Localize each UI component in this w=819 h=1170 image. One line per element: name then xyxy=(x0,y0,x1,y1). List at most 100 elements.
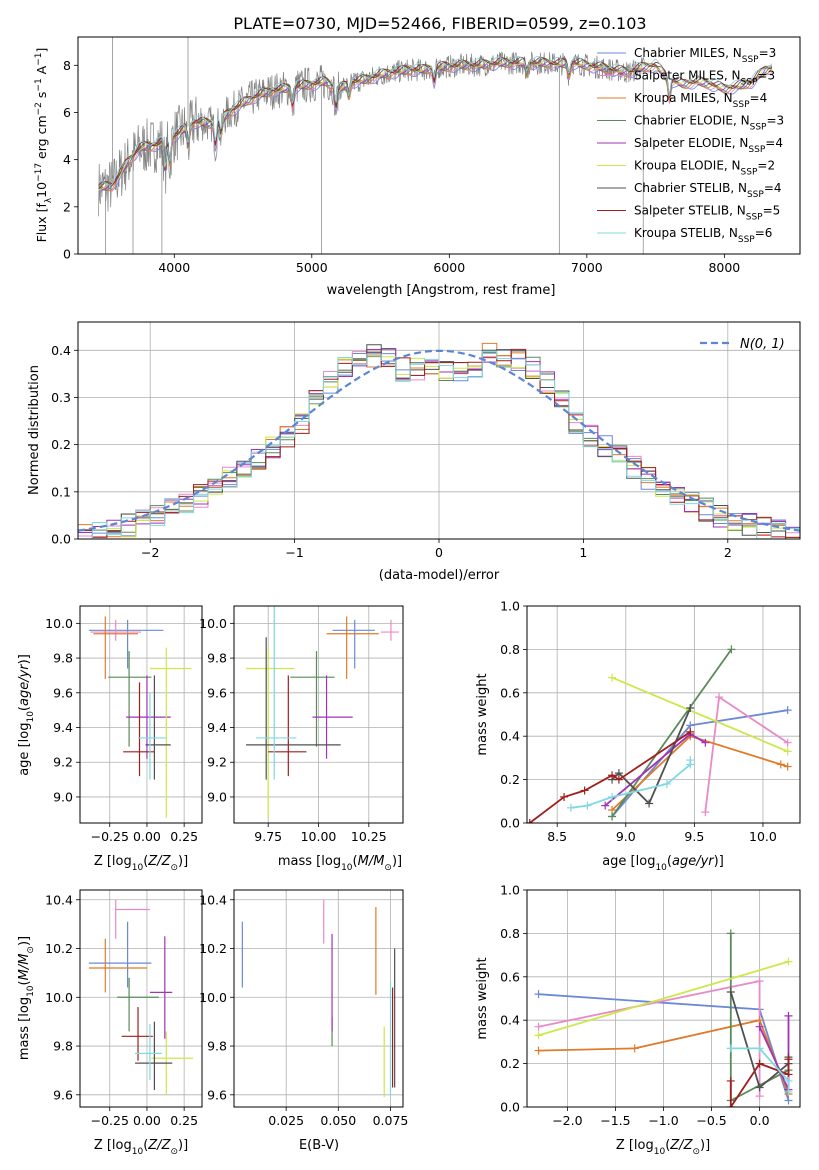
x-tick-label: 8000 xyxy=(708,260,740,275)
series-point xyxy=(715,693,724,702)
series-salpeter_miles xyxy=(701,693,792,817)
x-axis-label: wavelength [Angstrom, rest frame] xyxy=(327,283,556,298)
x-tick-label: 2 xyxy=(724,545,732,560)
x-axis-label: Z [log10(Z/Z⊙)] xyxy=(616,1138,710,1157)
x-tick-label: 9.75 xyxy=(254,829,282,844)
x-tick-label: −0.25 xyxy=(91,829,129,844)
y-tick-label: 10.4 xyxy=(45,892,73,907)
hist-step-kroupa_stelib xyxy=(78,350,800,539)
errorbar-kroupa_miles xyxy=(88,938,147,993)
gaussian-curve xyxy=(78,349,800,532)
series-point xyxy=(566,803,575,812)
series-chabrier_miles xyxy=(608,706,792,821)
axes-frame xyxy=(79,605,203,824)
series-point xyxy=(608,792,617,801)
y-tick-label: 0.8 xyxy=(500,926,520,941)
series-line xyxy=(538,979,761,1097)
series-point xyxy=(784,957,793,966)
x-tick-label: 0.25 xyxy=(170,1113,198,1128)
series-point xyxy=(645,799,654,808)
y-tick-label: 0.2 xyxy=(500,1056,520,1071)
x-tick-label: −0.25 xyxy=(91,1113,129,1128)
series-kroupa_elodie xyxy=(534,957,793,1040)
legend-label-salpeter_miles: Salpeter MILES, NSSP=3 xyxy=(634,69,775,88)
x-tick-label: −1 xyxy=(285,545,303,560)
errorbar-kroupa_stelib xyxy=(135,1024,162,1081)
series-point xyxy=(583,801,592,810)
y-tick-label: 0.6 xyxy=(500,685,520,700)
y-tick-label: 10.4 xyxy=(199,892,227,907)
errorbar-salpeter_miles xyxy=(380,619,399,641)
x-tick-label: 4000 xyxy=(158,260,190,275)
plot-area xyxy=(88,899,194,1095)
y-tick-label: 9.6 xyxy=(53,685,73,700)
series-line xyxy=(538,960,789,1037)
series-point xyxy=(784,1087,793,1096)
series-point xyxy=(662,779,671,788)
x-tick-label: 7000 xyxy=(571,260,603,275)
y-tick-label: 9.4 xyxy=(207,720,227,735)
x-tick-label: 0.00 xyxy=(133,1113,161,1128)
y-tick-label: 9.8 xyxy=(53,651,73,666)
x-tick-label: 6000 xyxy=(433,260,465,275)
series-point xyxy=(601,801,610,810)
legend-label-chabrier_stelib: Chabrier STELIB, NSSP=4 xyxy=(634,181,782,200)
series-point xyxy=(755,1083,764,1092)
errorbar-kroupa_miles xyxy=(93,616,139,679)
y-tick-label: 1.0 xyxy=(500,599,520,614)
plot-area xyxy=(534,929,793,1107)
legend-label-chabrier_elodie: Chabrier ELODIE, NSSP=3 xyxy=(634,114,784,133)
plot-area xyxy=(78,342,800,539)
x-tick-label: 0.025 xyxy=(268,1113,304,1128)
series-point xyxy=(527,819,534,823)
series-point xyxy=(726,929,735,938)
series-point xyxy=(701,738,710,747)
y-tick-label: 8 xyxy=(63,58,71,73)
chart-mass_vs_ebv: 0.025 0.050 0.075 9.6 9.8 10.0 10.2 10.4 E(B-V) xyxy=(199,889,408,1153)
series-point xyxy=(776,760,785,769)
y-tick-label: 0.4 xyxy=(500,1013,520,1028)
series-point xyxy=(755,1059,764,1068)
x-tick-label: 10.0 xyxy=(749,829,777,844)
axes-frame xyxy=(526,605,801,824)
series-point xyxy=(726,1044,735,1053)
y-tick-label: 9.8 xyxy=(207,1039,227,1054)
x-tick-label: −1.0 xyxy=(648,1113,678,1128)
plot-area xyxy=(98,37,773,254)
errorbar-chabrier_elodie xyxy=(117,977,159,1032)
series-point xyxy=(755,977,764,986)
y-tick-label: 9.8 xyxy=(207,651,227,666)
series-point xyxy=(784,1076,793,1085)
errorbar-chabrier_elodie xyxy=(108,651,152,747)
x-tick-label: 5000 xyxy=(296,260,328,275)
x-axis-label: Z [log10(Z/Z⊙)] xyxy=(94,1138,188,1157)
x-tick-label: −2.0 xyxy=(552,1113,582,1128)
plot-area xyxy=(88,616,192,818)
series-line xyxy=(611,735,788,811)
series-point xyxy=(608,673,617,682)
series-point xyxy=(783,706,792,715)
y-tick-label: 0.0 xyxy=(500,816,520,831)
errorbar-salpeter_elodie xyxy=(149,936,173,1039)
y-tick-label: 10.0 xyxy=(199,616,227,631)
series-point xyxy=(755,1092,764,1101)
series-point xyxy=(686,727,695,736)
series-point xyxy=(783,747,792,756)
y-tick-label: 0.0 xyxy=(51,532,71,547)
chart-spectrum: 4000 5000 6000 7000 8000 0 2 4 6 8 wavelength [Ang… xyxy=(34,36,801,298)
x-tick-label: 1 xyxy=(579,545,587,560)
y-tick-label: 0.6 xyxy=(500,969,520,984)
legend-label-kroupa_stelib: Kroupa STELIB, NSSP=6 xyxy=(634,226,772,245)
y-tick-label: 9.0 xyxy=(207,789,227,804)
errorbar-chabrier_miles xyxy=(88,619,164,669)
x-tick-label: 8.5 xyxy=(547,829,567,844)
x-tick-label: −0.5 xyxy=(696,1113,726,1128)
x-axis-label: age [log10(age/yr)] xyxy=(602,854,724,873)
chart-weight_vs_age: 8.5 9.0 9.5 10.0 0.0 0.2 0.4 0.6 0.8 1.0 age [log1… xyxy=(475,599,801,873)
series-point xyxy=(784,1011,793,1020)
series-point xyxy=(560,792,569,801)
axes-frame xyxy=(77,36,801,255)
series-salpeter_miles xyxy=(534,977,764,1101)
series-point xyxy=(534,1022,543,1031)
y-tick-label: 0 xyxy=(63,247,71,262)
